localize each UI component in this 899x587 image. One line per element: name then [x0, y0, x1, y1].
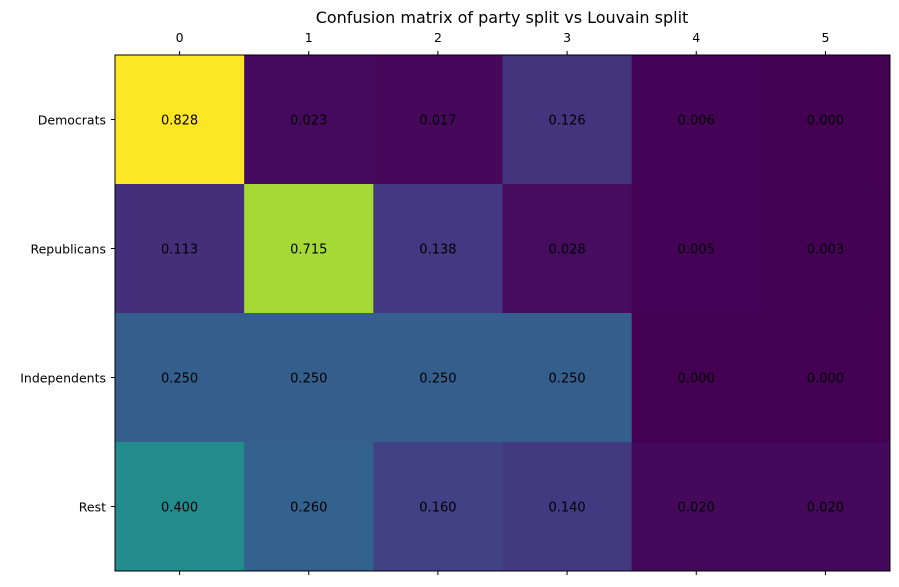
heatmap-cell: [502, 313, 633, 443]
heatmap-cell: [244, 442, 374, 572]
cell-value-label: 0.250: [161, 372, 198, 387]
cell-value-label: 0.017: [419, 114, 456, 129]
heatmap-cell: [631, 184, 762, 314]
heatmap-cell: [631, 55, 762, 185]
x-tick-label: 1: [305, 30, 313, 45]
cell-value-labels: 0.828 0.023 0.017 0.126 0.006 0.000 0.113 0.715…: [161, 114, 844, 516]
cell-value-label: 0.005: [678, 243, 715, 258]
heatmap-cell: [502, 442, 633, 572]
heatmap-cell: [115, 313, 245, 443]
chart-title: Confusion matrix of party split vs Louva…: [316, 8, 689, 27]
x-tick-label: 0: [176, 30, 184, 45]
cell-value-label: 0.020: [678, 501, 715, 516]
y-tick-label: Rest: [79, 500, 106, 515]
heatmap-cell: [244, 313, 374, 443]
heatmap-cell: [760, 184, 891, 314]
x-tick-label: 2: [434, 30, 442, 45]
heatmap-cell: [373, 184, 503, 314]
cell-value-label: 0.020: [807, 501, 844, 516]
cell-value-label: 0.028: [548, 243, 585, 258]
heatmap-cell: [502, 55, 633, 185]
heatmap-cell: [760, 442, 891, 572]
heatmap-cells: [115, 55, 891, 572]
cell-value-label: 0.003: [807, 243, 844, 258]
heatmap-cell: [244, 55, 374, 185]
heatmap-cell: [115, 55, 245, 185]
cell-value-label: 0.023: [290, 114, 327, 129]
heatmap-cell: [115, 184, 245, 314]
cell-value-label: 0.006: [678, 114, 715, 129]
x-tick-label: 5: [821, 30, 829, 45]
cell-value-label: 0.250: [419, 372, 456, 387]
heatmap-cell: [115, 442, 245, 572]
heatmap-cell: [760, 55, 891, 185]
plot-frame: [114, 54, 891, 572]
heatmap-cell: [373, 442, 503, 572]
heatmap-cell: [373, 55, 503, 185]
y-tick-label: Democrats: [38, 113, 106, 128]
heatmap-cell: [373, 313, 503, 443]
heatmap-cell: [631, 313, 762, 443]
heatmap-cell: [760, 313, 891, 443]
cell-value-label: 0.250: [290, 372, 327, 387]
heatmap-cell: [244, 184, 374, 314]
cell-value-label: 0.000: [807, 114, 844, 129]
cell-value-label: 0.140: [548, 501, 585, 516]
x-axis-ticks: 0 1 2 3 4 5: [176, 30, 829, 575]
cell-value-label: 0.400: [161, 501, 198, 516]
cell-value-label: 0.126: [548, 114, 585, 129]
cell-value-label: 0.250: [548, 372, 585, 387]
cell-value-label: 0.000: [678, 372, 715, 387]
cell-value-label: 0.000: [807, 372, 844, 387]
heatmap-cell: [502, 184, 633, 314]
cell-value-label: 0.715: [290, 243, 327, 258]
cell-value-label: 0.260: [290, 501, 327, 516]
cell-value-label: 0.113: [161, 243, 198, 258]
y-tick-label: Independents: [20, 371, 106, 386]
cell-value-label: 0.138: [419, 243, 456, 258]
y-tick-label: Republicans: [30, 242, 106, 257]
heatmap-cell: [631, 442, 762, 572]
cell-value-label: 0.160: [419, 501, 456, 516]
y-axis-ticks: Democrats Republicans Independents Rest: [20, 113, 115, 515]
x-tick-label: 3: [563, 30, 571, 45]
cell-value-label: 0.828: [161, 114, 198, 129]
x-tick-label: 4: [692, 30, 700, 45]
